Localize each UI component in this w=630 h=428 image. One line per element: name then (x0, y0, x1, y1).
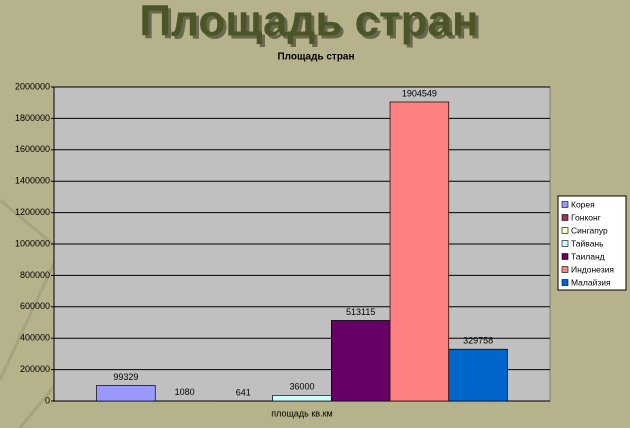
legend-label: Сингапур (571, 225, 608, 235)
legend-swatch (561, 227, 569, 234)
slide-title-shadow: Площадь стран (142, 0, 481, 49)
data-label: 1080 (175, 387, 195, 397)
bar (331, 320, 391, 402)
bar (272, 394, 332, 402)
data-label: 36000 (289, 382, 314, 392)
chart-title: Площадь стран (277, 52, 354, 63)
y-tick-label: 800000 (20, 270, 50, 280)
data-label: 1904549 (402, 88, 437, 98)
bar (389, 101, 450, 402)
legend-swatch (561, 214, 569, 221)
legend-label: Таиланд (571, 251, 605, 261)
legend-swatch (561, 266, 569, 273)
legend-swatch (561, 253, 569, 260)
legend-label: Гонконг (571, 212, 601, 222)
y-tick-label: 0 (45, 395, 50, 405)
y-tick-label: 1000000 (15, 238, 50, 248)
y-tick-label: 1800000 (15, 113, 50, 123)
legend-label: Тайвань (571, 238, 604, 248)
bar (448, 348, 508, 402)
y-tick-label: 2000000 (15, 81, 50, 91)
legend-swatch (561, 279, 569, 286)
y-tick-label: 600000 (20, 301, 50, 311)
legend-swatch (561, 240, 569, 247)
data-label: 513115 (346, 307, 375, 317)
data-label: 99329 (113, 372, 138, 382)
y-tick-label: 400000 (20, 333, 50, 343)
legend-swatch (561, 201, 569, 208)
y-tick-label: 1600000 (15, 144, 50, 154)
legend-label: Корея (571, 199, 595, 209)
x-axis-label: площадь кв.км (271, 408, 332, 418)
legend-label: Малайзия (571, 277, 611, 287)
y-tick-label: 1200000 (15, 207, 50, 217)
data-label: 641 (236, 387, 251, 397)
y-tick-label: 1400000 (15, 176, 50, 186)
slide-title: Площадь стран (139, 0, 478, 46)
bar (96, 385, 156, 402)
data-label: 329758 (463, 336, 493, 346)
legend (557, 195, 627, 291)
y-tick-label: 200000 (20, 364, 50, 374)
legend-label: Индонезия (571, 264, 614, 274)
